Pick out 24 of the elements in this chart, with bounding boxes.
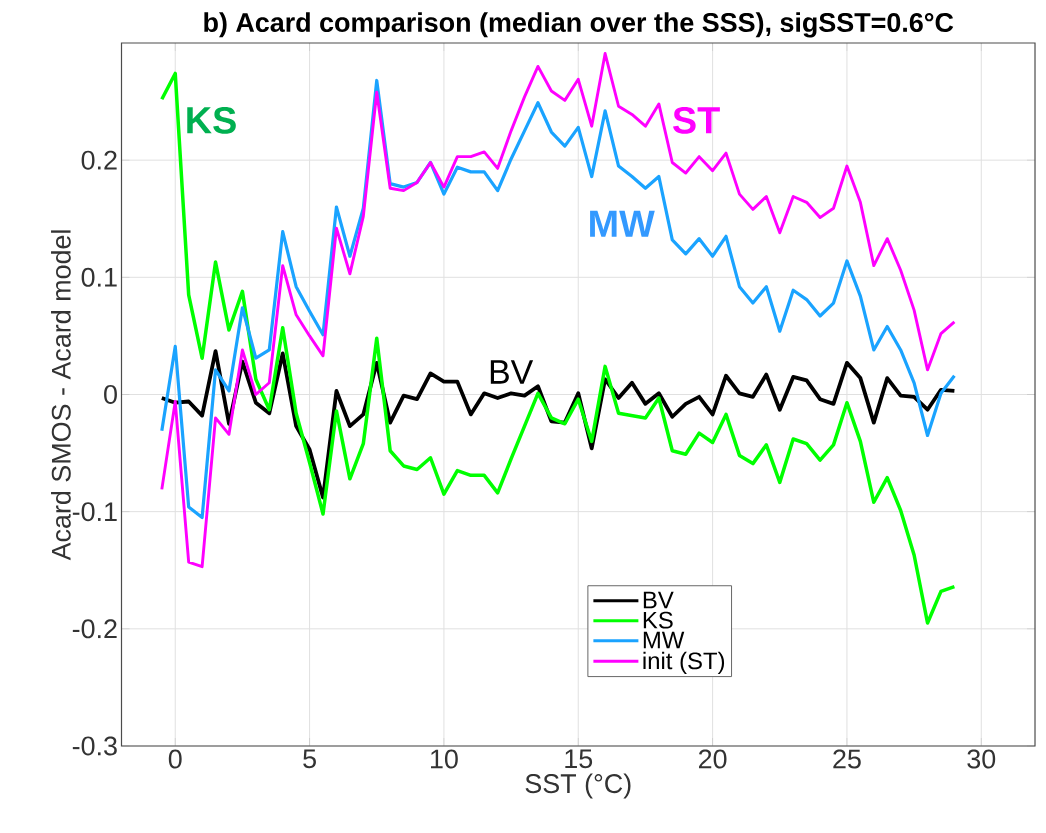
legend-label: BV (643, 591, 674, 609)
y-tick-label: 0.2 (81, 150, 117, 170)
chart-title: b) Acard comparison (median over the SSS), sigSST=0.6°C (204, 12, 954, 38)
x-tick-label: 30 (967, 749, 996, 769)
x-tick-label: 5 (303, 749, 316, 769)
y-axis-title: Acard SMOS - Acard model (51, 230, 71, 561)
x-axis-title: SST (°C) (525, 773, 631, 799)
annotation: ST (673, 106, 720, 134)
annotation: KS (187, 106, 236, 134)
y-tick-label: -0.1 (72, 502, 117, 522)
x-tick-label: 20 (699, 749, 727, 769)
legend-label: MW (643, 631, 685, 649)
y-tick-label: -0.3 (72, 736, 117, 756)
y-tick-label: 0.1 (81, 267, 117, 287)
legend-label: KS (643, 611, 673, 629)
annotation: BV (490, 360, 534, 384)
y-tick-label: 0 (104, 384, 117, 405)
x-tick-label: 15 (565, 749, 593, 769)
x-tick-label: 10 (431, 749, 458, 769)
y-tick-label: -0.2 (72, 619, 117, 639)
legend-label: init (ST) (643, 651, 725, 675)
x-tick-label: 0 (168, 749, 182, 769)
annotation: MW (590, 210, 655, 237)
x-tick-label: 25 (833, 749, 861, 769)
